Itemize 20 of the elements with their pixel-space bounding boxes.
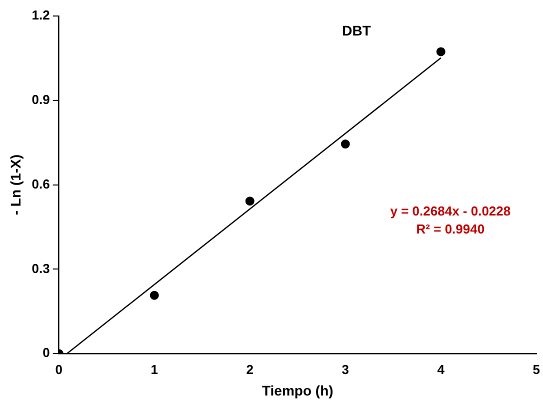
x-axis-title: Tiempo (h) bbox=[262, 382, 334, 398]
x-tick-label: 3 bbox=[342, 362, 349, 377]
point bbox=[436, 47, 446, 56]
annotation: R² = 0.9940 bbox=[416, 221, 485, 236]
point bbox=[340, 140, 350, 149]
x-tick-label: 0 bbox=[55, 362, 62, 377]
y-tick-label: 0 bbox=[42, 345, 50, 360]
y-axis-title: - Ln (1-X) bbox=[7, 154, 24, 216]
x-tick-label: 5 bbox=[532, 362, 540, 377]
annotation: y = 0.2684x - 0.0228 bbox=[390, 203, 511, 218]
y-tick-label: 1.2 bbox=[32, 8, 50, 23]
point bbox=[150, 290, 159, 300]
x-tick-label: 4 bbox=[437, 362, 446, 377]
text: DBT bbox=[342, 22, 372, 39]
x-tick-label: 2 bbox=[246, 362, 254, 377]
y-tick-label: 0.6 bbox=[32, 176, 50, 192]
y-tick-label: 0.3 bbox=[32, 260, 50, 276]
y-tick-label: 0.9 bbox=[32, 92, 50, 107]
x-tick-label: 1 bbox=[150, 362, 158, 377]
point bbox=[245, 196, 254, 206]
